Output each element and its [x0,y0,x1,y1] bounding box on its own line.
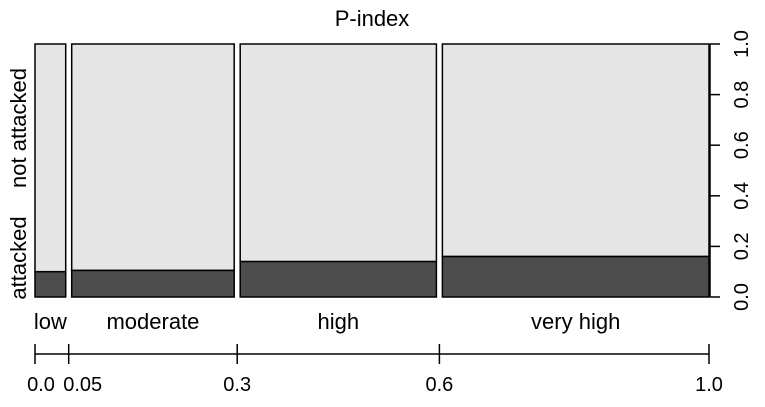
y-tick-label: 0.0 [731,283,753,311]
chart-title: P-index [335,6,410,31]
y-axis: 0.0 0.2 0.4 0.6 0.8 1.0 [709,30,753,311]
x-tick-label: 0.6 [425,374,453,396]
bars-group [34,43,710,298]
left-label-attacked: attacked [6,216,31,299]
bar-not-attacked-low [34,43,67,273]
left-label-not-attacked: not attacked [6,68,31,188]
bar-not-attacked-moderate [70,43,235,272]
y-tick-label: 0.8 [731,81,753,109]
bar-not-attacked-very-high [441,43,710,258]
bar-attacked-moderate [70,269,235,298]
y-tick-label: 0.2 [731,232,753,260]
bar-not-attacked-high [239,43,438,263]
left-labels: attacked not attacked [6,68,31,300]
category-label-moderate: moderate [106,309,199,334]
category-label-very-high: very high [531,309,620,334]
x-tick-label: 0.0 [27,374,55,396]
x-tick-label: 0.3 [223,374,251,396]
y-tick-label: 1.0 [731,30,753,58]
bar-attacked-low [34,270,67,298]
category-labels: low moderate high very high [34,309,620,334]
y-tick-label: 0.6 [731,131,753,159]
bar-attacked-high [239,260,438,298]
x-axis: 0.0 0.05 0.3 0.6 1.0 [27,344,723,396]
bar-attacked-very-high [441,255,710,298]
category-label-low: low [34,309,67,334]
x-tick-label: 1.0 [695,374,723,396]
category-label-high: high [318,309,360,334]
y-tick-label: 0.4 [731,182,753,210]
x-tick-label: 0.05 [63,374,102,396]
